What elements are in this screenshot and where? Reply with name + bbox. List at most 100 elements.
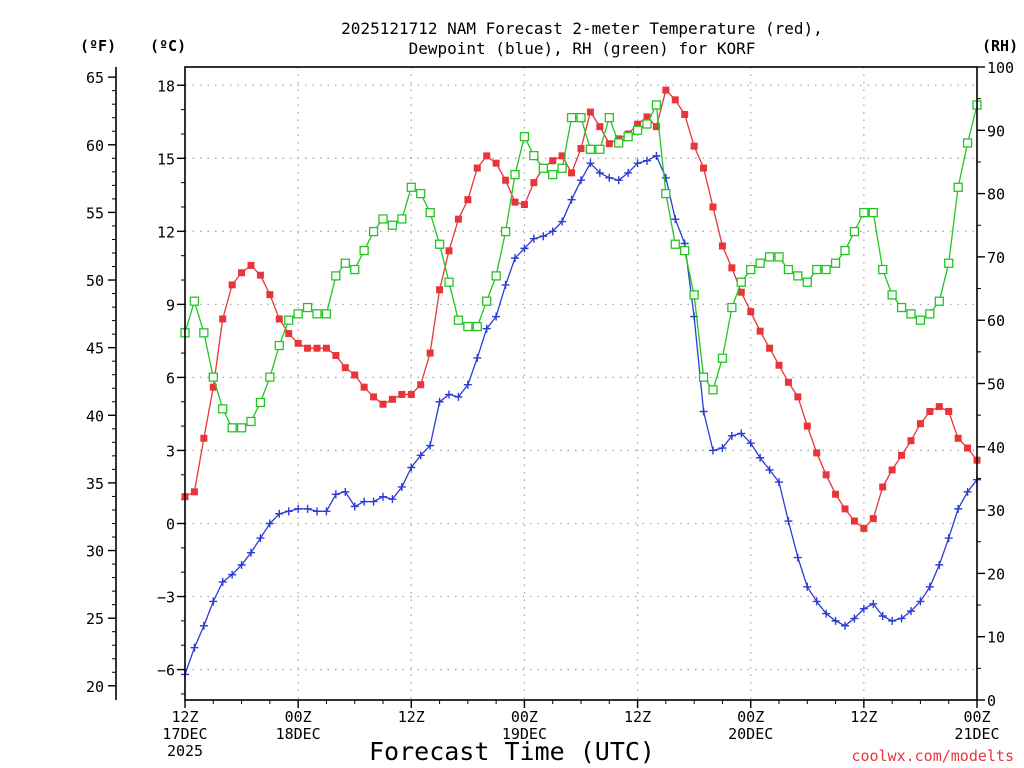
- dewpoint-point: [313, 507, 321, 516]
- temperature-point: [417, 381, 425, 389]
- plot-frame: [184, 66, 978, 701]
- fahrenheit-tick-label: 50: [86, 272, 104, 290]
- temperature-point: [351, 371, 359, 379]
- rh-point: [821, 264, 831, 275]
- rh-point: [199, 328, 209, 338]
- temperature-point: [568, 169, 576, 177]
- rh-point: [708, 385, 718, 395]
- time-tick-label: 19DEC: [502, 725, 547, 743]
- temperature-point: [605, 140, 613, 148]
- dewpoint-point: [699, 407, 708, 416]
- dewpoint-point: [190, 643, 199, 652]
- temperature-point: [238, 269, 246, 277]
- temperature-point: [747, 308, 755, 316]
- rh-tick-label: 0: [987, 692, 996, 710]
- time-tick-label: 00Z: [285, 708, 312, 726]
- dewpoint-point: [652, 151, 661, 160]
- dewpoint-point: [228, 570, 237, 579]
- fahrenheit-unit-label: (ºF): [80, 37, 116, 55]
- temperature-point: [832, 490, 840, 498]
- rh-tick-label: 60: [987, 312, 1005, 330]
- rh-point: [830, 258, 841, 268]
- rh-point: [727, 302, 737, 313]
- rh-point: [793, 271, 803, 281]
- temperature-point: [228, 281, 236, 289]
- rh-point: [944, 258, 954, 268]
- dewpoint-point: [463, 380, 472, 389]
- fahrenheit-tick-label: 25: [86, 610, 104, 628]
- dewpoint-point: [539, 232, 548, 241]
- temperature-point: [737, 288, 745, 296]
- rh-point: [236, 423, 247, 433]
- temperature-point: [370, 393, 378, 401]
- rh-point: [812, 264, 822, 275]
- rh-point: [500, 226, 511, 237]
- time-tick-label: 00Z: [511, 708, 538, 726]
- rh-point: [670, 239, 680, 249]
- temperature-point: [256, 271, 264, 279]
- fahrenheit-axis: 20 25 30 35 40 45 50 55 60 65: [86, 67, 117, 700]
- celsius-tick-label: 18: [157, 77, 175, 95]
- rh-point: [331, 271, 341, 281]
- rh-point: [736, 277, 746, 287]
- dewpoint-point: [793, 553, 802, 562]
- temperature-point: [898, 451, 906, 459]
- dewpoint-point: [925, 582, 934, 591]
- rh-point: [284, 315, 294, 325]
- time-tick-label: 00Z: [963, 708, 990, 726]
- temperature-point: [586, 108, 594, 116]
- temperature-point: [464, 196, 472, 204]
- rh-point: [717, 353, 728, 363]
- dewpoint-point: [501, 280, 510, 289]
- rh-point: [774, 252, 784, 262]
- temperature-point: [879, 483, 887, 491]
- dewpoint-point: [209, 597, 218, 606]
- title-line-1: 2025121712 NAM Forecast 2-meter Temperat…: [341, 19, 823, 38]
- temperature-point: [285, 330, 293, 338]
- temperature-point: [483, 152, 491, 160]
- temperature-point: [869, 515, 877, 523]
- fahrenheit-tick-label: 45: [86, 340, 104, 358]
- temperature-point: [454, 215, 462, 223]
- temperature-point: [502, 176, 510, 184]
- dewpoint-point: [265, 519, 274, 528]
- rh-tick-label: 20: [987, 565, 1005, 583]
- time-tick-label: 21DEC: [954, 725, 999, 743]
- x-axis-title: Forecast Time (UTC): [369, 737, 655, 766]
- temperature-point: [341, 364, 349, 372]
- fahrenheit-tick-label: 60: [86, 137, 104, 155]
- dewpoint-point: [718, 444, 727, 453]
- temperature-point: [822, 471, 830, 479]
- grid-lines: [185, 67, 977, 700]
- rh-point: [661, 188, 671, 199]
- temperature-point: [388, 395, 396, 403]
- dewpoint-point: [831, 616, 840, 625]
- rh-point: [906, 309, 916, 319]
- temperature-point: [643, 113, 651, 121]
- dewpoint-point: [916, 597, 925, 606]
- rh-point: [463, 321, 473, 332]
- rh-point: [425, 207, 435, 218]
- rh-point: [746, 264, 756, 275]
- temperature-point: [794, 393, 802, 401]
- rh-point: [510, 169, 520, 180]
- rh-axis: 0 10 20 30 40 50 60 70 80 90 100: [977, 59, 1014, 710]
- time-tick-label: 00Z: [737, 708, 764, 726]
- credit-text: coolwx.com/modelts: [851, 747, 1014, 765]
- rh-point: [595, 144, 605, 154]
- rh-point: [491, 271, 501, 281]
- dewpoint-point: [614, 176, 623, 185]
- dewpoint-point: [511, 254, 519, 263]
- rh-point: [698, 372, 709, 382]
- rh-point: [925, 309, 935, 319]
- temperature-point: [907, 437, 915, 445]
- temperature-point: [520, 201, 528, 209]
- rh-point: [246, 416, 256, 427]
- dewpoint-point: [888, 616, 897, 625]
- dewpoint-point: [247, 548, 255, 557]
- temperature-point: [888, 466, 896, 474]
- celsius-tick-label: 9: [166, 296, 175, 314]
- dewpoint-point: [633, 159, 642, 168]
- dewpoint-point: [520, 244, 529, 253]
- dewpoint-point: [454, 392, 463, 401]
